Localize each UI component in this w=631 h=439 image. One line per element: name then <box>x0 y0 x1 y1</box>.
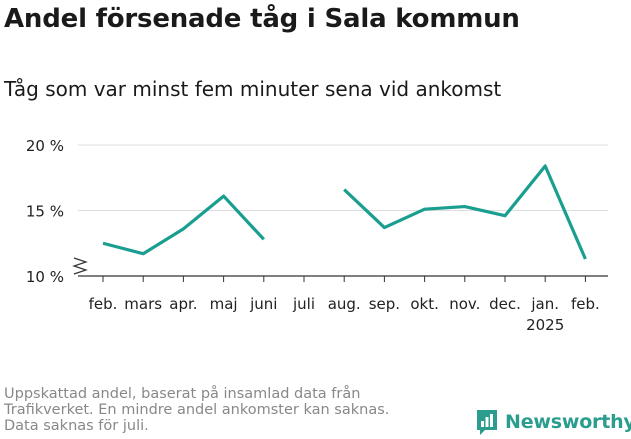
footnote-line: Uppskattad andel, baserat på insamlad da… <box>4 386 361 402</box>
y-tick-label: 15 % <box>26 203 64 221</box>
x-tick-label: dec. <box>489 295 521 313</box>
x-tick-label: apr. <box>169 295 197 313</box>
chart-title: Andel försenade tåg i Sala kommun <box>4 4 520 34</box>
footnote: Uppskattad andel, baserat på insamlad da… <box>4 386 464 434</box>
x-tick-label: feb. <box>89 295 118 313</box>
bar-chart-icon <box>477 410 497 435</box>
y-tick-label: 20 % <box>26 137 64 155</box>
x-tick-label: juli <box>292 295 315 313</box>
line-chart: 10 % 15 % 20 % feb. mars apr. maj juni juli aug. s… <box>26 137 608 334</box>
x-tick-label: jan. <box>530 295 559 313</box>
x-tick-label: nov. <box>449 295 480 313</box>
series-line <box>102 194 265 256</box>
axis-break-icon <box>72 257 88 275</box>
chart-subtitle: Tåg som var minst fem minuter sena vid a… <box>4 77 502 101</box>
x-tick-label: aug. <box>328 295 361 313</box>
x-tick-label: maj <box>210 295 238 313</box>
x-year-label: 2025 <box>526 316 564 334</box>
x-tick-label: juni <box>249 295 277 313</box>
footnote-line: Data saknas för juli. <box>4 418 149 434</box>
footnote-line: Trafikverket. En mindre andel ankomster … <box>4 402 390 418</box>
x-tick-label: feb. <box>571 295 600 313</box>
x-tick-label: sep. <box>369 295 400 313</box>
x-tick-label: mars <box>124 295 162 313</box>
y-tick-label: 10 % <box>26 268 64 286</box>
x-tick-label: okt. <box>410 295 439 313</box>
brand-logo: Newsworthy <box>475 408 631 436</box>
series-line <box>343 164 587 260</box>
brand-name: Newsworthy <box>505 411 631 433</box>
